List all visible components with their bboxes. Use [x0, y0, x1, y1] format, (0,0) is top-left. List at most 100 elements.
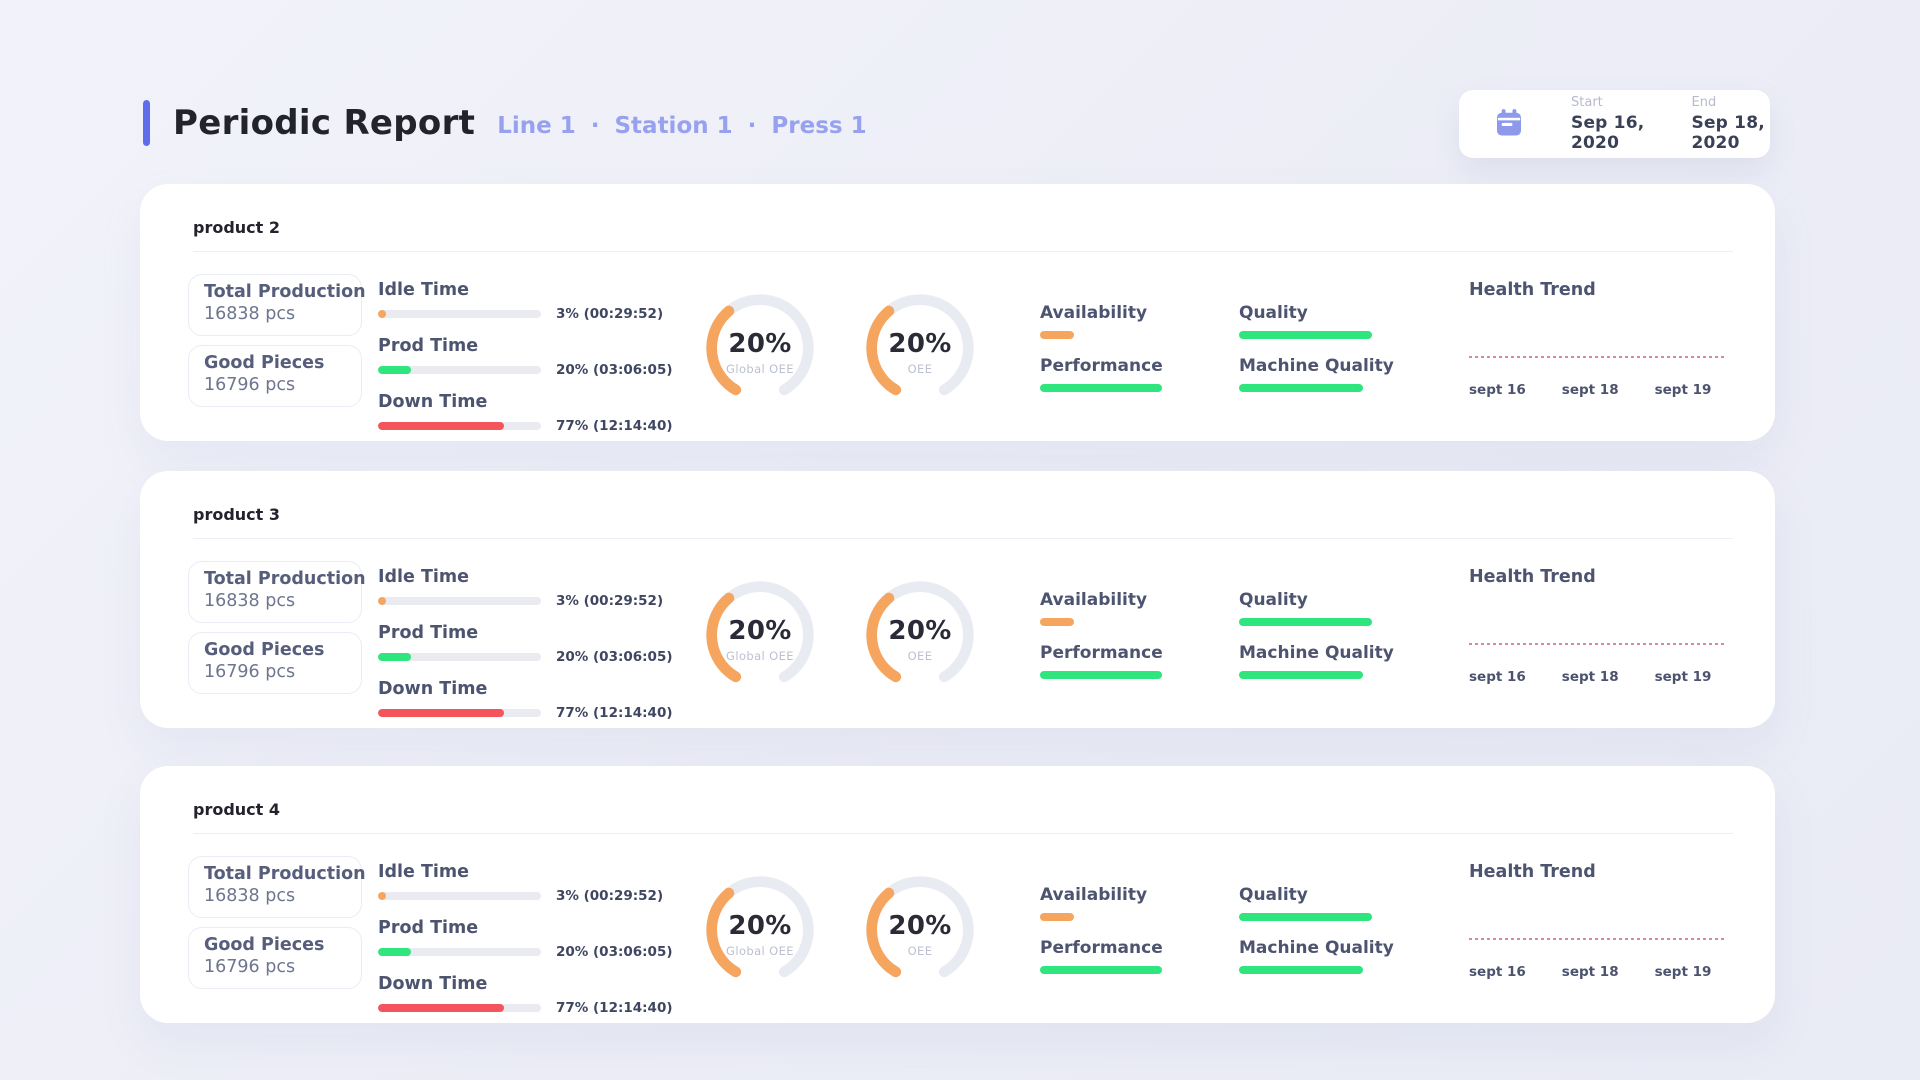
stat-value: 16838 pcs — [204, 590, 296, 611]
card-divider — [193, 251, 1733, 252]
gauge-value: 20% — [728, 910, 792, 941]
availability-kpi: Availability — [1040, 303, 1210, 339]
product-card: product 4 Total Production 16838 pcs Goo… — [140, 766, 1775, 1023]
kpi-label: Availability — [1040, 590, 1148, 610]
axis-tick: sept 18 — [1561, 964, 1619, 980]
stat-value: 16796 pcs — [204, 661, 296, 682]
kpi-label: Machine Quality — [1239, 938, 1394, 958]
oee-gauges: 20% Global OEE 20% OEE — [702, 290, 978, 406]
stat-value: 16838 pcs — [204, 885, 296, 906]
timer-value: 77% (12:14:40) — [556, 705, 673, 721]
availability-bar — [1040, 913, 1210, 921]
machine-quality-bar — [1239, 966, 1409, 974]
gauge-label: OEE — [907, 943, 933, 958]
timer-label: Down Time — [378, 392, 488, 412]
down-time-row: Down Time 77% (12:14:40) — [378, 392, 678, 434]
performance-kpi: Performance — [1040, 938, 1210, 974]
breadcrumb-press[interactable]: Press 1 — [771, 113, 867, 139]
stat-label: Total Production — [204, 282, 366, 302]
timer-value: 77% (12:14:40) — [556, 1000, 673, 1016]
health-trend-axis: sept 16 sept 18 sept 19 — [1469, 382, 1731, 398]
availability-bar — [1040, 618, 1210, 626]
down-time-bar — [378, 1004, 541, 1012]
machine-quality-bar — [1239, 671, 1409, 679]
total-production-stat: Total Production 16838 pcs — [188, 856, 366, 918]
timer-label: Idle Time — [378, 567, 470, 587]
stat-label: Good Pieces — [204, 639, 325, 660]
oee-gauges: 20% Global OEE 20% OEE — [702, 577, 978, 693]
axis-tick: sept 19 — [1654, 964, 1712, 980]
breadcrumb-separator: · — [747, 113, 757, 139]
timer-label: Idle Time — [378, 862, 470, 882]
prod-time-bar — [378, 948, 541, 956]
health-trend-title: Health Trend — [1469, 567, 1596, 587]
stat-label: Good Pieces — [204, 352, 325, 373]
title-accent-bar — [143, 100, 150, 146]
timer-value: 3% (00:29:52) — [556, 888, 664, 904]
down-time-bar — [378, 422, 541, 430]
availability-bar — [1040, 331, 1210, 339]
time-breakdown: Idle Time 3% (00:29:52) Prod Time 20% (0… — [378, 862, 678, 1030]
gauge-label: Global OEE — [726, 648, 794, 663]
timer-value: 3% (00:29:52) — [556, 306, 664, 322]
idle-time-row: Idle Time 3% (00:29:52) — [378, 567, 678, 609]
time-breakdown: Idle Time 3% (00:29:52) Prod Time 20% (0… — [378, 567, 678, 735]
date-end: End Sep 18, 2020 — [1692, 95, 1771, 153]
stat-label: Total Production — [204, 569, 366, 589]
timer-label: Down Time — [378, 974, 488, 994]
health-trend: Health Trend sept 16 sept 18 sept 19 — [1469, 862, 1731, 980]
health-trend-line — [1469, 938, 1727, 940]
total-production-stat: Total Production 16838 pcs — [188, 561, 366, 623]
good-pieces-stat: Good Pieces 16796 pcs — [188, 926, 362, 989]
availability-kpi: Availability — [1040, 590, 1210, 626]
kpi-label: Quality — [1239, 885, 1308, 905]
date-start-label: Start — [1571, 95, 1603, 110]
production-stats: Total Production 16838 pcs Good Pieces 1… — [188, 561, 366, 703]
health-trend: Health Trend sept 16 sept 18 sept 19 — [1469, 280, 1731, 398]
kpi-label: Availability — [1040, 303, 1148, 323]
prod-time-row: Prod Time 20% (03:06:05) — [378, 623, 678, 665]
global-oee-gauge: 20% Global OEE — [702, 872, 818, 988]
oee-gauge: 20% OEE — [862, 872, 978, 988]
quality-kpi: Quality — [1239, 303, 1409, 339]
good-pieces-stat: Good Pieces 16796 pcs — [188, 631, 362, 694]
good-pieces-stat: Good Pieces 16796 pcs — [188, 344, 362, 407]
performance-kpi: Performance — [1040, 356, 1210, 392]
date-range-picker[interactable]: Start Sep 16, 2020 End Sep 18, 2020 — [1459, 90, 1770, 158]
production-stats: Total Production 16838 pcs Good Pieces 1… — [188, 274, 366, 416]
down-time-bar — [378, 709, 541, 717]
oee-gauge: 20% OEE — [862, 577, 978, 693]
prod-time-bar — [378, 653, 541, 661]
health-trend-title: Health Trend — [1469, 280, 1596, 300]
axis-tick: sept 19 — [1654, 382, 1712, 398]
machine-quality-kpi: Machine Quality — [1239, 938, 1409, 974]
down-time-row: Down Time 77% (12:14:40) — [378, 974, 678, 1016]
performance-bar — [1040, 966, 1210, 974]
time-breakdown: Idle Time 3% (00:29:52) Prod Time 20% (0… — [378, 280, 678, 448]
down-time-row: Down Time 77% (12:14:40) — [378, 679, 678, 721]
gauge-arc-icon — [866, 294, 974, 402]
report-header: Periodic Report Line 1 · Station 1 · Pre… — [143, 100, 867, 146]
card-divider — [193, 833, 1733, 834]
breadcrumb-line[interactable]: Line 1 — [497, 113, 576, 139]
gauge-arc-icon — [866, 876, 974, 984]
axis-tick: sept 18 — [1561, 382, 1619, 398]
performance-kpi: Performance — [1040, 643, 1210, 679]
breadcrumb-station[interactable]: Station 1 — [614, 113, 733, 139]
prod-time-row: Prod Time 20% (03:06:05) — [378, 336, 678, 378]
health-trend-axis: sept 16 sept 18 sept 19 — [1469, 669, 1731, 685]
kpi-label: Performance — [1040, 356, 1163, 376]
health-trend: Health Trend sept 16 sept 18 sept 19 — [1469, 567, 1731, 685]
product-name: product 4 — [193, 800, 281, 819]
product-card: product 3 Total Production 16838 pcs Goo… — [140, 471, 1775, 728]
gauge-arc-icon — [706, 876, 814, 984]
gauge-arc-icon — [866, 581, 974, 689]
kpi-label: Machine Quality — [1239, 643, 1394, 663]
date-end-value: Sep 18, 2020 — [1691, 113, 1765, 153]
date-start-value: Sep 16, 2020 — [1571, 113, 1645, 153]
kpi-column-right: Quality Machine Quality — [1239, 303, 1409, 409]
gauge-value: 20% — [888, 328, 952, 359]
oee-gauge: 20% OEE — [862, 290, 978, 406]
prod-time-row: Prod Time 20% (03:06:05) — [378, 918, 678, 960]
calendar-icon — [1491, 104, 1527, 144]
